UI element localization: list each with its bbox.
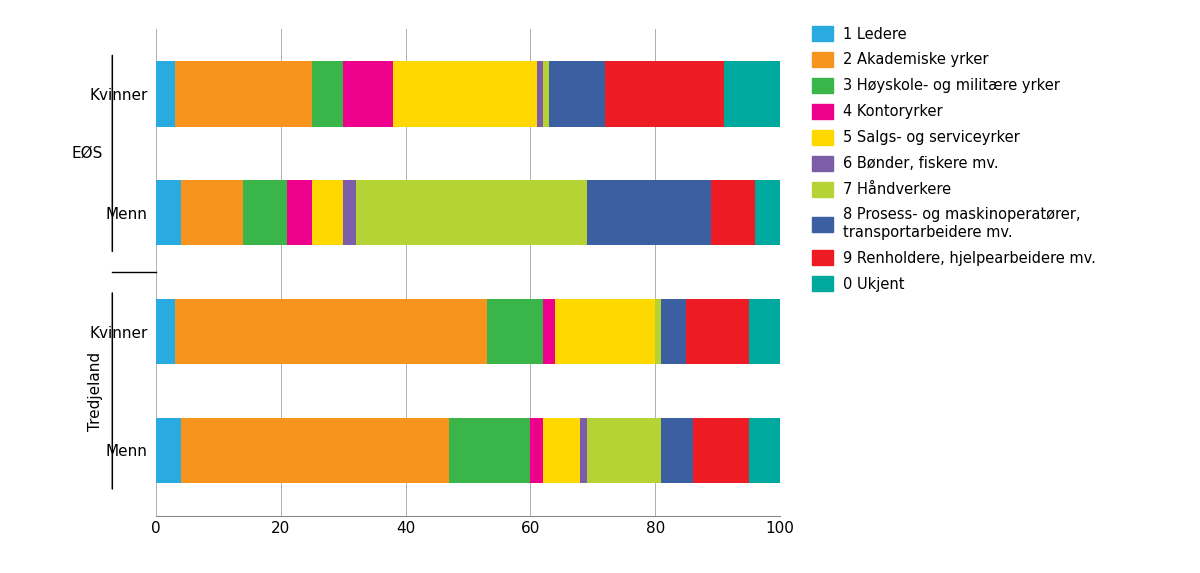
- Bar: [542, 299, 556, 364]
- Bar: [749, 418, 780, 483]
- Bar: [175, 61, 312, 127]
- Bar: [312, 61, 343, 127]
- Bar: [449, 418, 530, 483]
- Bar: [605, 61, 724, 127]
- Legend: 1 Ledere, 2 Akademiske yrker, 3 Høyskole- og militære yrker, 4 Kontoryrker, 5 Sa: 1 Ledere, 2 Akademiske yrker, 3 Høyskole…: [812, 26, 1096, 292]
- Bar: [394, 61, 536, 127]
- Text: Tredjeland: Tredjeland: [88, 351, 103, 430]
- Bar: [343, 180, 355, 245]
- Bar: [724, 61, 780, 127]
- Bar: [587, 418, 661, 483]
- Bar: [181, 180, 244, 245]
- Bar: [156, 299, 175, 364]
- Bar: [556, 299, 655, 364]
- Bar: [487, 299, 542, 364]
- Bar: [244, 180, 287, 245]
- Bar: [181, 418, 449, 483]
- Bar: [156, 61, 175, 127]
- Bar: [655, 299, 661, 364]
- Bar: [530, 418, 542, 483]
- Bar: [156, 418, 181, 483]
- Bar: [343, 61, 394, 127]
- Bar: [287, 180, 312, 245]
- Bar: [686, 299, 749, 364]
- Bar: [550, 61, 605, 127]
- Bar: [661, 418, 692, 483]
- Bar: [755, 180, 780, 245]
- Bar: [661, 299, 686, 364]
- Bar: [542, 418, 581, 483]
- Bar: [175, 299, 487, 364]
- Bar: [692, 418, 749, 483]
- Bar: [312, 180, 343, 245]
- Text: EØS: EØS: [72, 146, 103, 161]
- Bar: [355, 180, 587, 245]
- Bar: [581, 418, 587, 483]
- Bar: [536, 61, 542, 127]
- Bar: [156, 180, 181, 245]
- Bar: [542, 61, 550, 127]
- Bar: [712, 180, 755, 245]
- Bar: [749, 299, 780, 364]
- Bar: [587, 180, 712, 245]
